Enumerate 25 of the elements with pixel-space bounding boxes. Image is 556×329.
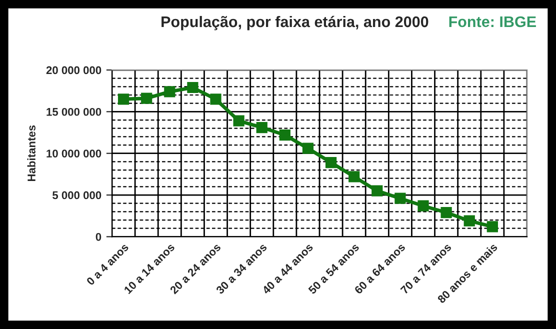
y-tick-label: 0: [96, 232, 102, 241]
point: [164, 86, 176, 98]
y-tick-label: 20 000 000: [46, 66, 102, 74]
point: [210, 94, 222, 105]
point: [418, 200, 429, 212]
y-tick-label: 10 000 000: [46, 150, 102, 158]
y-axis-title: Habitantes: [27, 125, 36, 182]
point: [302, 142, 314, 154]
point: [372, 185, 383, 196]
point: [233, 115, 244, 126]
y-tick-label: 5 000 000: [52, 191, 102, 200]
point: [348, 171, 360, 182]
point: [141, 92, 152, 104]
point: [394, 192, 406, 204]
point: [187, 82, 198, 94]
source-note: Fonte: IBGE: [449, 16, 536, 28]
point: [279, 129, 290, 141]
point: [486, 221, 498, 232]
chart-title: População, por faixa etária, ano 2000: [162, 16, 428, 30]
point: [440, 206, 452, 218]
y-tick-label: 15 000 000: [46, 108, 102, 116]
point: [256, 122, 268, 134]
point: [118, 94, 130, 105]
point: [464, 215, 475, 226]
point: [325, 156, 337, 168]
